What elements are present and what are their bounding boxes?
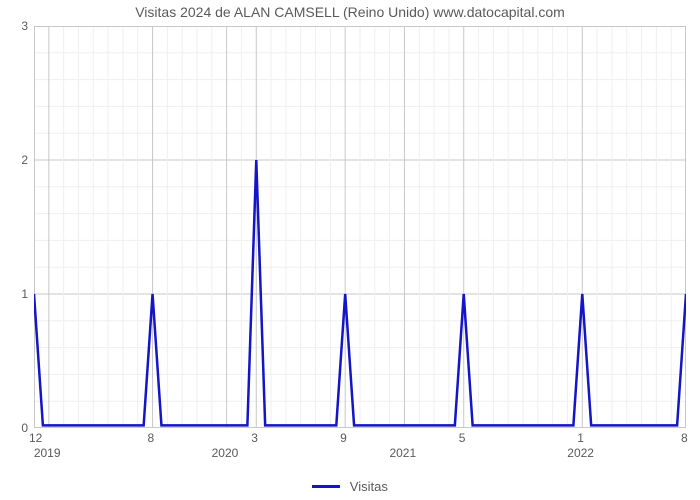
chart-legend: Visitas <box>0 478 700 494</box>
x-tick-label: 9 <box>340 431 347 445</box>
x-year-label: 2020 <box>212 446 239 460</box>
x-year-label: 2022 <box>567 446 594 460</box>
x-year-label: 2019 <box>34 446 61 460</box>
x-tick-label: 12 <box>29 431 42 445</box>
legend-label: Visitas <box>350 479 388 494</box>
y-tick-label: 2 <box>21 153 28 167</box>
y-tick-label: 0 <box>21 421 28 435</box>
x-tick-label: 8 <box>681 431 688 445</box>
x-tick-label: 8 <box>148 431 155 445</box>
legend-swatch <box>312 485 340 488</box>
chart-title: Visitas 2024 de ALAN CAMSELL (Reino Unid… <box>0 4 700 20</box>
chart-container: { "chart": { "type": "line", "title": "V… <box>0 0 700 500</box>
x-tick-label: 1 <box>577 431 584 445</box>
y-tick-label: 3 <box>21 19 28 33</box>
x-year-label: 2021 <box>389 446 416 460</box>
x-tick-label: 3 <box>251 431 258 445</box>
x-tick-label: 5 <box>459 431 466 445</box>
y-tick-label: 1 <box>21 287 28 301</box>
chart-plot <box>34 26 686 428</box>
